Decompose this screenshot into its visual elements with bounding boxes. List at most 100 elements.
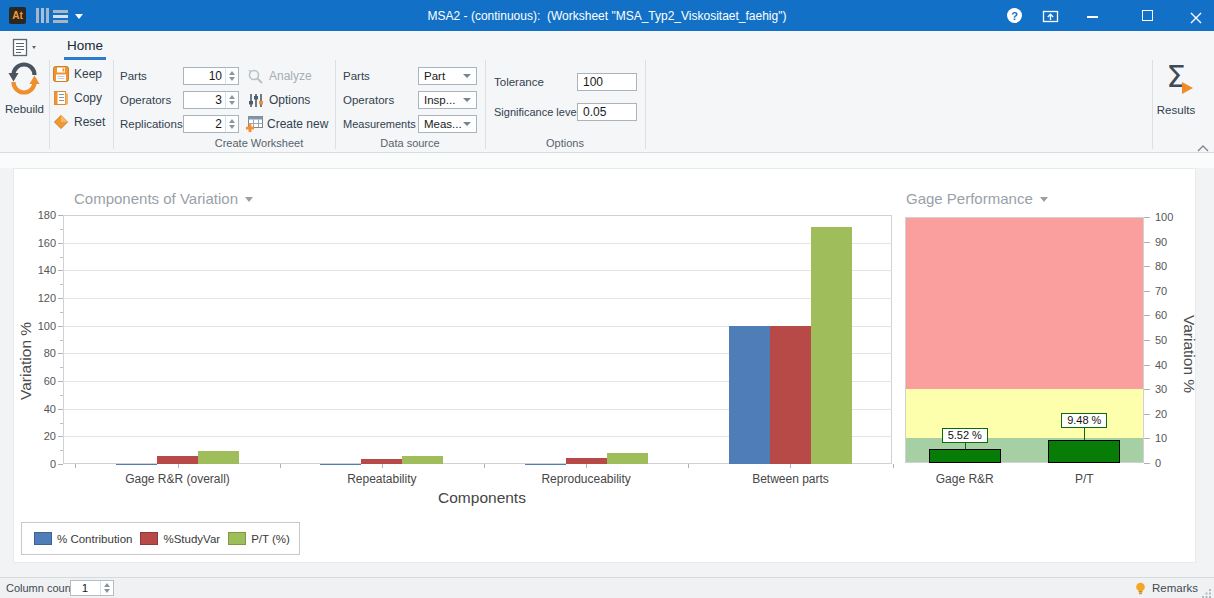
rebuild-button[interactable]: Rebuild xyxy=(1,61,48,149)
sigma-arrow-icon xyxy=(1182,82,1193,94)
chevron-down-icon xyxy=(463,122,471,126)
group-caption-create-worksheet: Create Worksheet xyxy=(183,137,335,151)
parts-value[interactable]: 10 xyxy=(209,68,222,84)
legend-label: %StudyVar xyxy=(163,533,220,545)
column-count-spinner[interactable]: 1 xyxy=(70,580,114,596)
ds-parts-dropdown[interactable]: Part xyxy=(418,67,477,85)
right-axis-tick xyxy=(1144,365,1150,366)
gridline xyxy=(63,243,892,244)
right-axis-tick xyxy=(1144,266,1150,267)
legend: % Contribution%StudyVarP/T (%) xyxy=(21,522,300,555)
chevron-down-icon xyxy=(245,197,253,202)
ds-parts-value: Part xyxy=(424,68,445,84)
y-axis-minor-tick xyxy=(60,312,63,313)
results-button[interactable]: Σ Results xyxy=(1146,59,1206,149)
options-button[interactable]: Options xyxy=(269,91,310,109)
ds-measurements-value: Meas... xyxy=(424,116,462,132)
analyze-button[interactable]: Analyze xyxy=(269,67,312,85)
column-count-value[interactable]: 1 xyxy=(71,581,99,595)
chart-panel: Components of Variation02040608010012014… xyxy=(13,168,1196,563)
ds-operators-dropdown[interactable]: Insp... xyxy=(418,91,477,109)
y-axis-minor-tick xyxy=(60,450,63,451)
replications-spin-arrows[interactable] xyxy=(225,116,238,132)
app-menu-button[interactable] xyxy=(10,37,42,59)
x-axis-tick xyxy=(484,464,485,468)
significance-input[interactable]: 0.05 xyxy=(577,103,637,121)
category-label: Repeatability xyxy=(282,472,482,486)
y-axis-tick-label: 140 xyxy=(26,264,56,276)
gage-bar-2 xyxy=(1048,440,1120,463)
tab-home[interactable]: Home xyxy=(62,38,108,53)
x-axis-tick xyxy=(688,464,689,468)
right-axis-tick-label: 90 xyxy=(1155,236,1185,248)
right-axis-tick-label: 100 xyxy=(1155,211,1185,223)
right-axis-tick xyxy=(1144,414,1150,415)
chart-title-gage-performance[interactable]: Gage Performance xyxy=(906,190,1048,207)
remarks-label[interactable]: Remarks xyxy=(1152,578,1198,598)
operators-value[interactable]: 3 xyxy=(215,92,222,108)
close-button[interactable] xyxy=(1190,10,1202,28)
operators-spin-arrows[interactable] xyxy=(225,92,238,108)
help-button[interactable]: ? xyxy=(1007,8,1022,23)
options-icon[interactable] xyxy=(247,92,264,109)
minimize-button[interactable] xyxy=(1087,16,1098,18)
sigma-icon: Σ xyxy=(1146,59,1206,93)
remarks-bulb-icon[interactable] xyxy=(1135,582,1146,598)
chart-title-components-of-variation[interactable]: Components of Variation xyxy=(74,190,253,207)
y-axis-tick-label: 180 xyxy=(26,209,56,221)
right-axis-tick xyxy=(1144,242,1150,243)
right-axis-tick xyxy=(1144,438,1150,439)
y-axis-minor-tick xyxy=(60,423,63,424)
tolerance-label: Tolerance xyxy=(494,73,544,91)
legend-swatch xyxy=(228,532,246,545)
display-options-icon[interactable] xyxy=(1042,9,1059,27)
resize-grip[interactable] xyxy=(1202,584,1212,598)
hamburger-menu-icon[interactable] xyxy=(53,10,68,23)
ds-measurements-dropdown[interactable]: Meas... xyxy=(418,115,477,133)
right-axis-tick xyxy=(1144,315,1150,316)
tolerance-value: 100 xyxy=(583,74,603,90)
chevron-down-icon xyxy=(463,74,471,78)
significance-label: Significance level xyxy=(494,103,579,121)
bar-studyvar-1 xyxy=(157,456,198,464)
ribbon-separator xyxy=(485,60,486,149)
keep-icon[interactable] xyxy=(53,66,69,82)
gage-performance-plot-area xyxy=(905,217,1144,463)
y-axis-tick xyxy=(58,243,63,244)
y-axis-title-left: Variation % xyxy=(17,281,37,441)
copy-icon[interactable] xyxy=(53,90,69,106)
tolerance-input[interactable]: 100 xyxy=(577,73,637,91)
reset-icon[interactable] xyxy=(53,114,69,130)
copy-button[interactable]: Copy xyxy=(74,89,102,107)
x-axis-tick xyxy=(75,464,76,468)
y-axis-tick xyxy=(58,270,63,271)
category-label: P/T xyxy=(1024,472,1144,486)
bar-contribution-4 xyxy=(729,326,770,464)
legend-item: % Contribution xyxy=(34,532,132,545)
reset-button[interactable]: Reset xyxy=(74,113,105,131)
replications-spinner[interactable]: 2 xyxy=(183,115,239,133)
ribbon-separator xyxy=(645,60,646,149)
panels-icon[interactable] xyxy=(36,8,49,23)
group-caption-data-source: Data source xyxy=(335,137,485,151)
category-label: Reproduceability xyxy=(486,472,686,486)
keep-button[interactable]: Keep xyxy=(74,65,102,83)
chevron-down-icon xyxy=(463,98,471,102)
ds-measurements-label: Measurements xyxy=(343,115,416,133)
maximize-button[interactable] xyxy=(1142,10,1153,21)
y-axis-minor-tick xyxy=(60,257,63,258)
column-count-arrows[interactable] xyxy=(100,581,113,595)
bar-pt-2 xyxy=(402,456,443,464)
parts-spin-arrows[interactable] xyxy=(225,68,238,84)
create-new-icon[interactable] xyxy=(246,115,263,132)
analyze-icon xyxy=(247,68,264,85)
column-count-label: Column count xyxy=(6,578,74,598)
chevron-down-icon[interactable] xyxy=(75,14,83,19)
create-new-button[interactable]: Create new xyxy=(267,115,328,133)
parts-spinner[interactable]: 10 xyxy=(183,67,239,85)
replications-value[interactable]: 2 xyxy=(215,116,222,132)
operators-spinner[interactable]: 3 xyxy=(183,91,239,109)
y-axis-tick xyxy=(58,436,63,437)
results-label: Results xyxy=(1146,104,1206,116)
right-axis-tick xyxy=(1144,389,1150,390)
